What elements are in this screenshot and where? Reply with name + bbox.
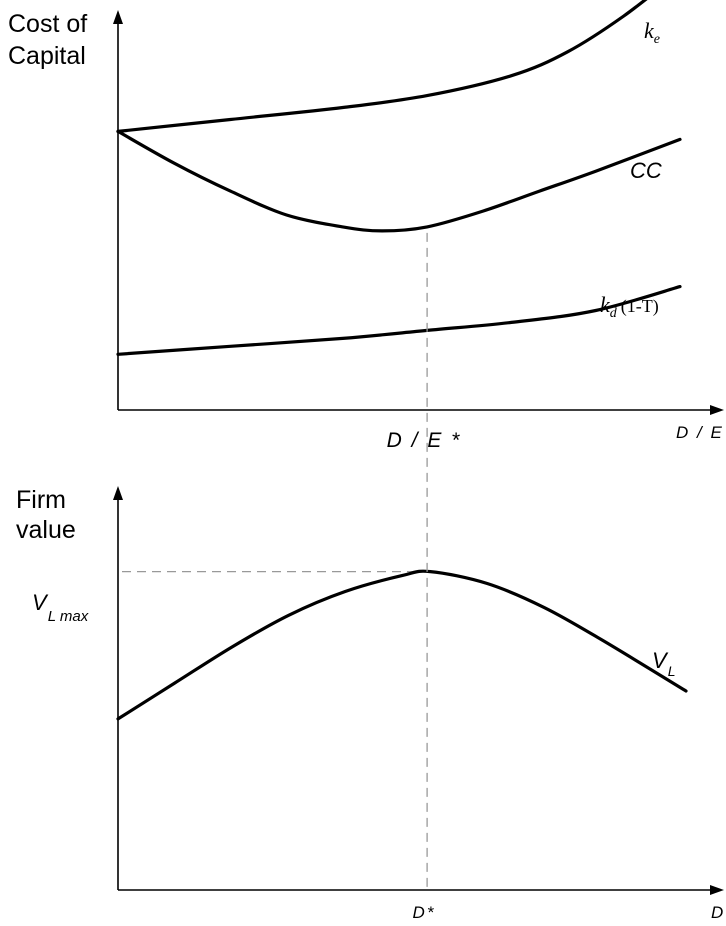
vlmax-label: VL max	[32, 590, 89, 625]
cc-label: CC	[630, 158, 662, 183]
bottom-chart: Firm value VL max VL D* D	[16, 486, 725, 922]
top-x-axis-label: D / E	[676, 423, 724, 442]
bottom-y-axis-arrow	[113, 486, 123, 500]
cc-curve	[116, 129, 682, 233]
ke-curve	[116, 0, 648, 133]
bottom-ylabel-line1: Firm	[16, 486, 66, 514]
vl-label: VL	[652, 648, 675, 679]
top-y-axis-arrow	[113, 10, 123, 24]
kd-curve	[116, 285, 682, 356]
bottom-ylabel-line2: value	[16, 516, 76, 544]
bottom-x-marker-label: D*	[413, 903, 436, 922]
vl-curve	[116, 569, 688, 721]
top-x-marker-label: D / E *	[387, 429, 462, 452]
kd-label: kd (1-T)	[600, 292, 659, 321]
top-ylabel-line2: Capital	[8, 42, 86, 70]
bottom-x-axis-label: D	[711, 903, 725, 922]
top-chart: Cost of Capital ke CC kd (1-T) D / E * D …	[8, 0, 724, 452]
bottom-x-axis-arrow	[710, 885, 724, 895]
top-ylabel-line1: Cost of	[8, 10, 87, 38]
top-x-axis-arrow	[710, 405, 724, 415]
ke-label: ke	[644, 18, 660, 47]
